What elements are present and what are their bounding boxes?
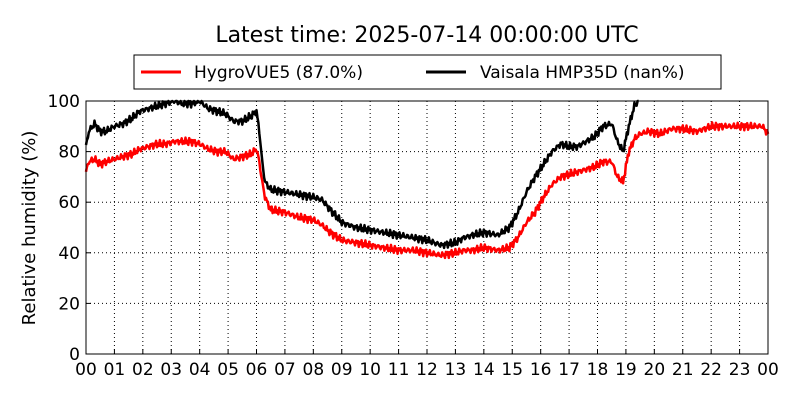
y-tick-label: 80 [58, 143, 80, 163]
x-tick-label: 00 [75, 360, 97, 380]
x-tick-label: 16 [530, 360, 552, 380]
x-tick-label: 17 [558, 360, 580, 380]
legend-label-hygrovue5: HygroVUE5 (87.0%) [194, 63, 363, 83]
x-tick-label: 18 [587, 360, 609, 380]
x-tick-label: 10 [359, 360, 381, 380]
x-tick-label: 03 [160, 360, 182, 380]
x-tick-label: 02 [132, 360, 154, 380]
x-tick-label: 00 [757, 360, 779, 380]
series-line-vaisala [84, 99, 639, 250]
x-tick-label: 21 [672, 360, 694, 380]
series-line-hygrovue5 [84, 121, 770, 260]
x-tick-label: 19 [615, 360, 637, 380]
y-tick-label: 0 [69, 345, 80, 365]
x-tick-label: 11 [388, 360, 410, 380]
x-tick-label: 07 [274, 360, 296, 380]
y-axis: 0 20 40 60 80 100 [48, 92, 91, 365]
x-tick-label: 08 [303, 360, 325, 380]
x-tick-label: 06 [246, 360, 268, 380]
x-tick-label: 12 [416, 360, 438, 380]
y-tick-label: 40 [58, 244, 80, 264]
legend-label-vaisala: Vaisala HMP35D (nan%) [480, 63, 684, 83]
y-tick-label: 100 [48, 92, 80, 112]
x-tick-label: 04 [189, 360, 211, 380]
x-tick-label: 14 [473, 360, 495, 380]
y-tick-label: 20 [58, 294, 80, 314]
plot-area [84, 99, 770, 260]
y-tick-label: 60 [58, 193, 80, 213]
x-axis: 00 01 02 03 04 05 06 07 08 09 10 11 12 13 14 15 16 17 18 19… [75, 349, 779, 380]
x-tick-label: 09 [331, 360, 353, 380]
x-tick-label: 23 [729, 360, 751, 380]
x-tick-label: 13 [445, 360, 467, 380]
x-tick-label: 20 [644, 360, 666, 380]
x-tick-label: 22 [700, 360, 722, 380]
x-tick-label: 01 [104, 360, 126, 380]
y-axis-label: Relative humidity (%) [19, 131, 40, 326]
chart-title: Latest time: 2025-07-14 00:00:00 UTC [215, 23, 638, 48]
x-tick-label: 15 [501, 360, 523, 380]
x-tick-label: 05 [217, 360, 239, 380]
legend: HygroVUE5 (87.0%) Vaisala HMP35D (nan%) [133, 54, 722, 90]
